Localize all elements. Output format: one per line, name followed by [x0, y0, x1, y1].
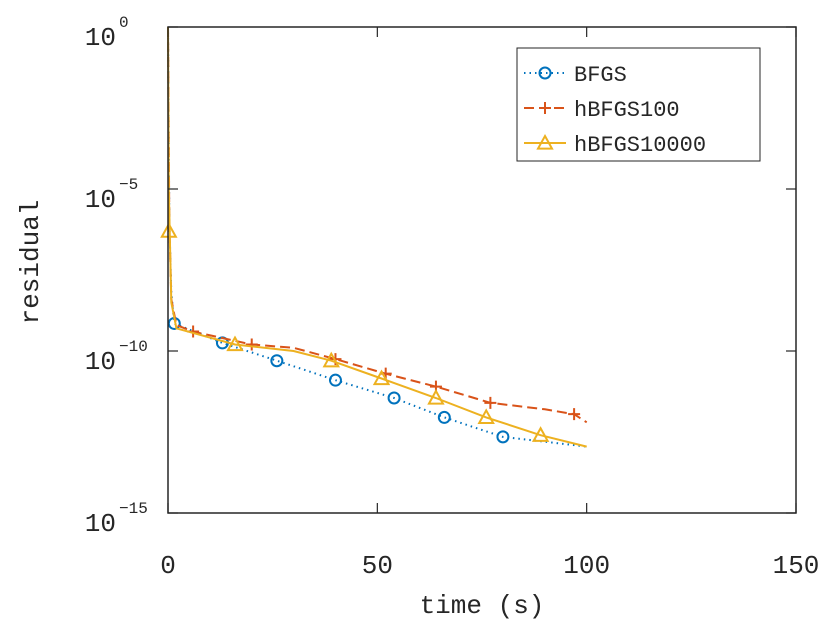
legend: BFGS hBFGS100 hBFGS10000: [516, 47, 761, 162]
legend-entry: BFGS: [524, 63, 627, 88]
y-tick-exponent: −5: [119, 176, 138, 194]
legend-entry: hBFGS10000: [524, 133, 706, 158]
plot-area-frame: [167, 26, 797, 514]
series-marker: [477, 408, 495, 425]
x-tick-label: 50: [362, 551, 393, 581]
series-marker: [160, 222, 178, 238]
legend-swatch-marker: [539, 102, 551, 114]
series-marker: [496, 430, 510, 444]
x-tick-label: 150: [773, 551, 820, 581]
legend-label: BFGS: [574, 63, 627, 88]
x-tick-label: 0: [160, 551, 176, 581]
y-tick-exponent: −15: [119, 500, 148, 518]
y-tick-exponent: −10: [119, 338, 148, 356]
series-marker: [328, 373, 342, 387]
y-tick-exponent: 0: [119, 14, 129, 32]
y-tick-label: 10: [85, 509, 116, 539]
legend-entry: hBFGS100: [524, 98, 680, 123]
series-marker: [568, 408, 581, 421]
legend-label: hBFGS10000: [574, 133, 706, 158]
series-marker: [270, 354, 284, 368]
series-hbfgs10000: [160, 26, 587, 448]
legend-label: hBFGS100: [574, 98, 680, 123]
x-tick-label: 100: [563, 551, 610, 581]
series-marker: [322, 351, 340, 368]
legend-swatch-marker: [538, 66, 552, 80]
series-marker: [484, 396, 497, 409]
series-marker: [387, 391, 401, 405]
legend-swatch-marker: [536, 133, 554, 150]
series-marker: [531, 426, 550, 442]
series-line: [167, 26, 587, 448]
y-tick-label: 10: [85, 185, 116, 215]
series-marker: [372, 369, 391, 386]
y-axis-title: residual: [16, 200, 46, 325]
y-tick-label: 10: [85, 347, 116, 377]
series-marker: [226, 335, 244, 352]
x-axis-title: time (s): [420, 591, 545, 621]
series-marker: [437, 410, 451, 424]
y-tick-label: 10: [85, 23, 116, 53]
series-marker: [427, 388, 445, 405]
series-marker: [245, 338, 258, 351]
series-layer: [160, 26, 588, 448]
